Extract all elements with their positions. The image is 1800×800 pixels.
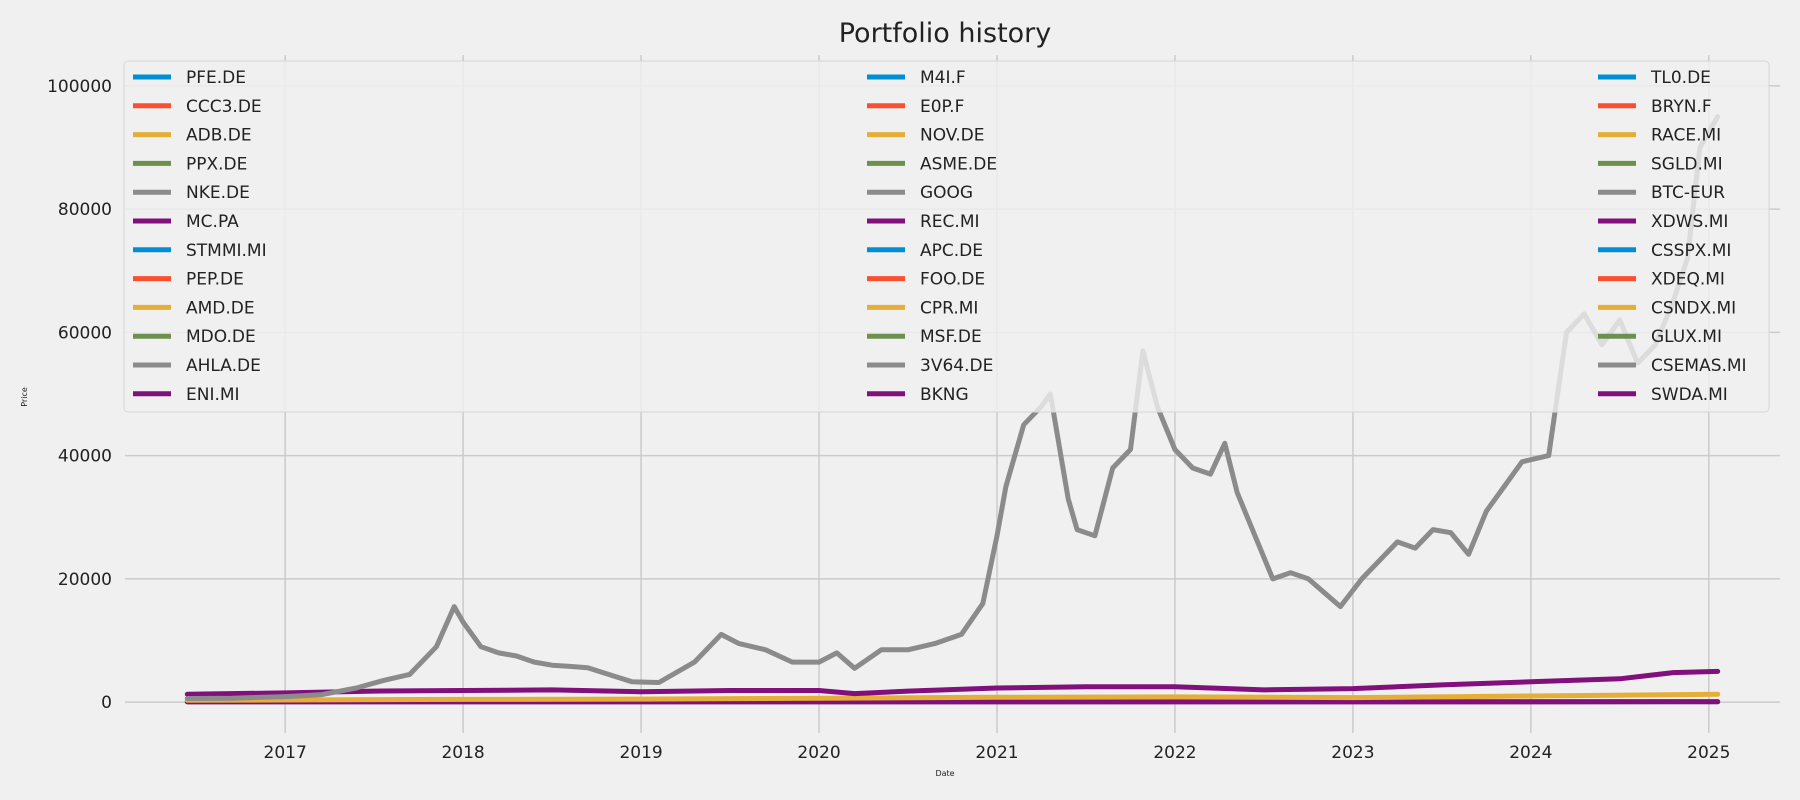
legend-label: NKE.DE	[186, 183, 250, 203]
legend-label: E0P.F	[920, 97, 964, 117]
legend-label: XDEQ.MI	[1651, 270, 1725, 290]
legend-label: BTC-EUR	[1651, 183, 1725, 203]
y-tick-label: 0	[101, 693, 112, 713]
legend-label: RACE.MI	[1651, 126, 1721, 146]
series-line-swda-mi	[184, 668, 1721, 697]
legend-label: GLUX.MI	[1651, 327, 1722, 347]
legend-label: NOV.DE	[920, 126, 984, 146]
legend-frame	[123, 60, 1770, 413]
x-axis-title: Date	[935, 769, 954, 778]
y-axis-ticks: 0 20000 40000 60000 80000 100000	[47, 77, 112, 713]
x-axis-ticks: 2017 2018 2019 2020 2021 2022 2023 2024 2025	[264, 743, 1731, 763]
series-line-btc-eur	[184, 114, 1721, 701]
legend-label: SGLD.MI	[1651, 154, 1723, 174]
legend-label: FOO.DE	[920, 270, 985, 290]
x-tick-label: 2019	[619, 743, 662, 763]
legend-label: REC.MI	[920, 212, 980, 232]
legend-label: 3V64.DE	[920, 356, 993, 376]
x-tick-label: 2017	[264, 743, 307, 763]
legend-label: TL0.DE	[1650, 68, 1711, 88]
legend-label: BRYN.F	[1651, 97, 1712, 117]
x-tick-label: 2022	[1153, 743, 1196, 763]
legend-label: CSNDX.MI	[1651, 298, 1736, 318]
x-tick-label: 2024	[1509, 743, 1552, 763]
y-tick-label: 40000	[58, 447, 112, 467]
x-tick-label: 2020	[797, 743, 840, 763]
chart-title: Portfolio history	[839, 18, 1052, 49]
y-tick-label: 60000	[58, 323, 112, 343]
legend-label: ENI.MI	[186, 385, 240, 405]
legend-label: GOOG	[920, 183, 973, 203]
legend-label: MC.PA	[186, 212, 239, 232]
x-tick-label: 2018	[441, 743, 484, 763]
legend-label: PFE.DE	[186, 68, 246, 88]
legend-label: APC.DE	[920, 241, 983, 261]
legend-label: SWDA.MI	[1651, 385, 1728, 405]
legend-label: CCC3.DE	[186, 97, 262, 117]
legend-label: CSEMAS.MI	[1651, 356, 1747, 376]
legend-label: MDO.DE	[186, 327, 256, 347]
legend-label: XDWS.MI	[1651, 212, 1728, 232]
x-tick-label: 2025	[1687, 743, 1730, 763]
legend-label: AMD.DE	[186, 298, 255, 318]
legend-label: ADB.DE	[186, 126, 252, 146]
y-axis-title: Price	[20, 387, 29, 407]
series-line-csndx-mi	[184, 691, 1721, 703]
legend-label: PEP.DE	[186, 270, 244, 290]
x-tick-label: 2023	[1331, 743, 1374, 763]
legend-label: CSSPX.MI	[1651, 241, 1731, 261]
legend-label: M4I.F	[920, 68, 966, 88]
legend-label: BKNG	[920, 385, 969, 405]
legend-label: MSF.DE	[920, 327, 982, 347]
y-tick-label: 20000	[58, 570, 112, 590]
legend-label: ASME.DE	[920, 154, 997, 174]
legend-label: PPX.DE	[186, 154, 247, 174]
y-tick-label: 100000	[47, 77, 112, 97]
legend-label: CPR.MI	[920, 298, 978, 318]
legend-label: AHLA.DE	[186, 356, 261, 376]
legend-label: STMMI.MI	[186, 241, 267, 261]
legend: PFE.DE CCC3.DE ADB.DE PPX.DE NKE.DE MC.PA STMM…	[123, 60, 1770, 413]
series-layer	[184, 114, 1721, 705]
y-tick-label: 80000	[58, 200, 112, 220]
x-tick-label: 2021	[975, 743, 1018, 763]
